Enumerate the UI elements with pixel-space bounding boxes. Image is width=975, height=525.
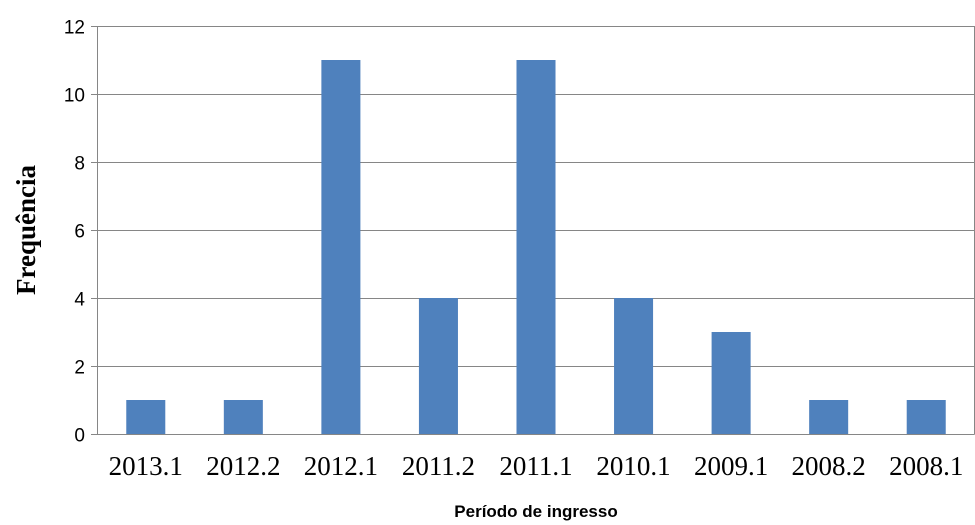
bar-2008.1 bbox=[906, 400, 946, 434]
y-tick-label-5: 10 bbox=[64, 86, 85, 107]
x-tick-label-7: 2008.2 bbox=[792, 451, 866, 481]
x-tick-label-4: 2011.1 bbox=[499, 451, 572, 481]
bar-2011.1 bbox=[516, 60, 556, 434]
x-tick-label-2: 2012.1 bbox=[304, 451, 378, 481]
x-tick-label-0: 2013.1 bbox=[109, 451, 183, 481]
y-tick-label-6: 12 bbox=[64, 18, 85, 39]
y-tick-labels: 0 2 4 6 8 10 12 bbox=[64, 18, 86, 447]
y-tick-label-1: 2 bbox=[74, 358, 85, 379]
bar-2012.2 bbox=[223, 400, 263, 434]
y-tick-label-0: 0 bbox=[74, 426, 85, 447]
x-tick-label-5: 2010.1 bbox=[596, 451, 670, 481]
bars bbox=[126, 60, 946, 434]
bar-2009.1 bbox=[711, 332, 751, 434]
x-tick-label-8: 2008.1 bbox=[889, 451, 963, 481]
y-tick-label-2: 4 bbox=[74, 290, 85, 311]
y-tick-label-3: 6 bbox=[74, 222, 85, 243]
bar-2012.1 bbox=[321, 60, 361, 434]
y-tick-label-4: 8 bbox=[74, 154, 85, 175]
x-axis-label: Período de ingresso bbox=[454, 502, 617, 521]
y-axis-label: Frequência bbox=[11, 165, 41, 295]
bar-2010.1 bbox=[614, 298, 654, 434]
x-tick-label-3: 2011.2 bbox=[402, 451, 475, 481]
bar-2011.2 bbox=[418, 298, 458, 434]
x-tick-label-6: 2009.1 bbox=[694, 451, 768, 481]
bar-2008.2 bbox=[809, 400, 849, 434]
x-tick-label-1: 2012.2 bbox=[206, 451, 280, 481]
x-tick-labels: 2013.1 2012.2 2012.1 2011.2 2011.1 2010.1 2009… bbox=[109, 451, 964, 481]
bar-2013.1 bbox=[126, 400, 166, 434]
